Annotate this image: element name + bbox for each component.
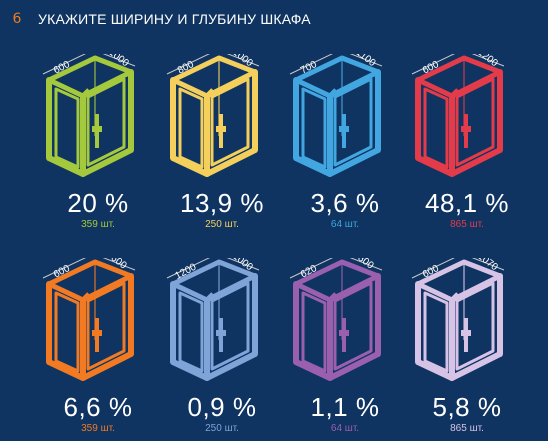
cabinet-frame <box>415 259 503 381</box>
cabinet-icon: 800 1000 <box>166 54 260 177</box>
cabinet-card-1: 600 1000 20 % 359 шт. <box>33 54 163 234</box>
dimension-lines <box>166 258 260 279</box>
question-number: 6 <box>12 11 22 27</box>
count-value: 250 шт. <box>205 219 239 230</box>
percent-value: 6,6 % <box>63 392 133 422</box>
dimension-lines <box>42 258 136 279</box>
cabinet-frame <box>170 259 258 381</box>
cabinet-frame <box>46 259 134 381</box>
cabinet-card-3: 700 1100 3,6 % 64 шт. <box>280 54 410 234</box>
cabinet-icon: 600 1200 <box>411 54 505 177</box>
cabinet-card-8: 600 1070 5,8 % 865 шт. <box>402 258 532 438</box>
cabinet-frame <box>46 55 134 177</box>
page-header: 6 УКАЖИТЕ ШИРИНУ И ГЛУБИНУ ШКАФА <box>10 11 311 27</box>
percent-value: 48,1 % <box>425 188 509 218</box>
dimension-lines <box>42 54 136 75</box>
count-value: 64 шт. <box>330 423 360 434</box>
dimension-lines <box>411 258 505 279</box>
cabinet-frame <box>293 55 381 177</box>
cabinet-icon: 600 1000 <box>42 54 136 177</box>
dimension-lines <box>411 54 505 75</box>
percent-value: 3,6 % <box>310 188 380 218</box>
count-value: 865 шт. <box>450 219 484 230</box>
percent-value: 5,8 % <box>432 392 502 422</box>
cabinet-icon: 600 1070 <box>411 258 505 381</box>
cabinet-card-6: 1200 1000 0,9 % 250 шт. <box>157 258 287 438</box>
cabinet-card-4: 600 1200 48,1 % 865 шт. <box>402 54 532 234</box>
percent-value: 0,9 % <box>187 392 257 422</box>
count-value: 64 шт. <box>330 219 360 230</box>
cabinet-card-2: 800 1000 13,9 % 250 шт. <box>157 54 287 234</box>
cabinet-frame <box>415 55 503 177</box>
percent-value: 13,9 % <box>180 188 264 218</box>
cabinet-frame <box>293 259 381 381</box>
cabinet-frame <box>170 55 258 177</box>
page-title: УКАЖИТЕ ШИРИНУ И ГЛУБИНУ ШКАФА <box>38 11 311 27</box>
cabinet-card-5: 600 600 6,6 % 359 шт. <box>33 258 163 438</box>
cabinet-card-7: 620 800 1,1 % 64 шт. <box>280 258 410 438</box>
cabinet-icon: 1200 1000 <box>166 258 260 381</box>
percent-value: 20 % <box>67 188 129 218</box>
cabinet-icon: 700 1100 <box>289 54 383 177</box>
dimension-lines <box>166 54 260 75</box>
count-value: 359 шт. <box>81 423 115 434</box>
count-value: 250 шт. <box>205 423 239 434</box>
dimension-lines <box>289 54 383 75</box>
percent-value: 1,1 % <box>310 392 380 422</box>
count-value: 865 шт. <box>450 423 484 434</box>
dimension-lines <box>289 258 383 279</box>
count-value: 359 шт. <box>81 219 115 230</box>
